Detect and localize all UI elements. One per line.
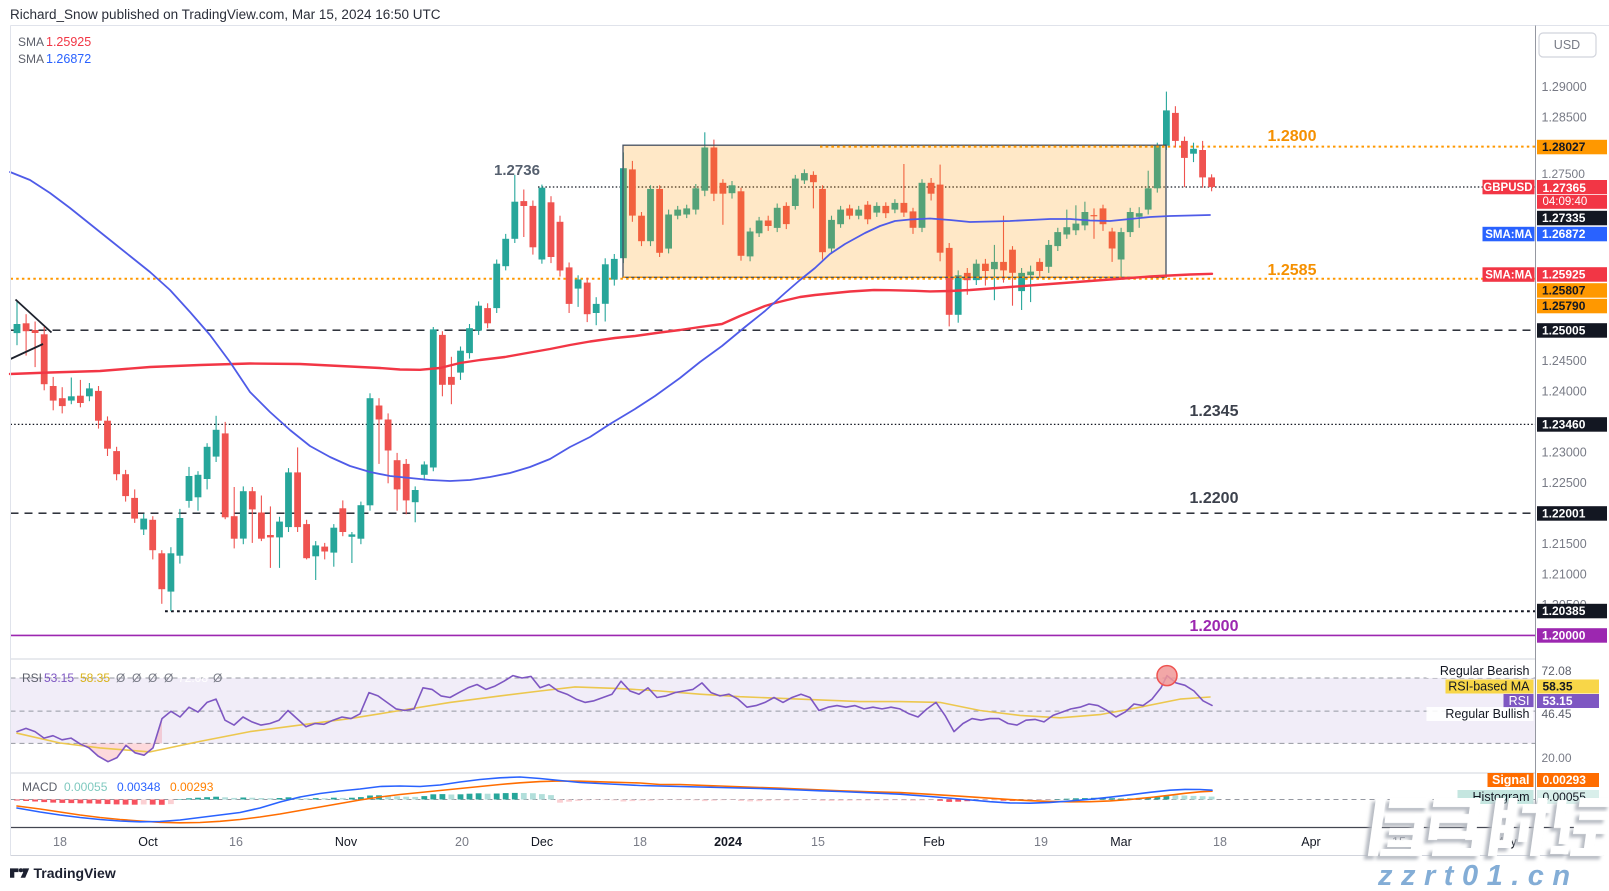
svg-text:58.35: 58.35 <box>1543 680 1573 694</box>
svg-text:Dec: Dec <box>531 835 553 849</box>
svg-text:Signal: Signal <box>1492 773 1530 787</box>
svg-text:Nov: Nov <box>335 835 358 849</box>
svg-text:MACD: MACD <box>22 780 58 794</box>
svg-text:Richard_Snow published on Trad: Richard_Snow published on TradingView.co… <box>10 7 441 22</box>
svg-text:Ø: Ø <box>213 671 222 685</box>
svg-text:15: 15 <box>811 835 825 849</box>
svg-text:USD: USD <box>1554 38 1580 52</box>
svg-text:TradingView: TradingView <box>34 865 116 881</box>
svg-text:2024: 2024 <box>714 835 742 849</box>
svg-text:1.28027: 1.28027 <box>1542 140 1586 154</box>
svg-text:18: 18 <box>1213 835 1227 849</box>
svg-text:0.00055: 0.00055 <box>64 780 108 794</box>
svg-text:1.21500: 1.21500 <box>1542 537 1587 551</box>
svg-text:46.45: 46.45 <box>1542 707 1572 721</box>
svg-text:Ø: Ø <box>116 671 125 685</box>
svg-text:Mar: Mar <box>1110 835 1132 849</box>
svg-text:1.27365: 1.27365 <box>1543 181 1587 195</box>
svg-text:1.21000: 1.21000 <box>1542 568 1587 582</box>
svg-text:Ø: Ø <box>132 671 141 685</box>
svg-text:1.2200: 1.2200 <box>1190 490 1239 507</box>
svg-text:1.24000: 1.24000 <box>1542 385 1587 399</box>
svg-text:Feb: Feb <box>923 835 945 849</box>
svg-text:1.23460: 1.23460 <box>1542 418 1586 432</box>
svg-text:1.2800: 1.2800 <box>1268 128 1317 145</box>
svg-text:0.00293: 0.00293 <box>1543 773 1587 787</box>
svg-text:1.22001: 1.22001 <box>1542 507 1586 521</box>
svg-text:53.15: 53.15 <box>44 671 74 685</box>
svg-text:SMA:MA: SMA:MA <box>1485 270 1532 282</box>
svg-text:1.25925: 1.25925 <box>46 35 91 49</box>
svg-text:zzrt01.cn: zzrt01.cn <box>1377 860 1579 891</box>
svg-text:19: 19 <box>1034 835 1048 849</box>
svg-text:SMA: SMA <box>18 52 44 66</box>
svg-text:1.27500: 1.27500 <box>1542 167 1586 181</box>
svg-text:1.2345: 1.2345 <box>1190 403 1239 420</box>
svg-text:04:09:40: 04:09:40 <box>1543 196 1588 208</box>
svg-text:0.00348: 0.00348 <box>117 780 161 794</box>
svg-text:Ø: Ø <box>164 671 173 685</box>
svg-text:Apr: Apr <box>1301 835 1320 849</box>
svg-text:16: 16 <box>229 835 243 849</box>
svg-text:20.00: 20.00 <box>1542 751 1572 765</box>
svg-text:1.2000: 1.2000 <box>1190 618 1239 635</box>
svg-text:1.22500: 1.22500 <box>1542 476 1587 490</box>
svg-text:RSI-based MA: RSI-based MA <box>1448 680 1530 694</box>
svg-text:1.24500: 1.24500 <box>1542 354 1587 368</box>
svg-text:GBPUSD: GBPUSD <box>1483 182 1532 194</box>
svg-text:RSI: RSI <box>22 671 42 685</box>
svg-text:0.00055: 0.00055 <box>1543 790 1587 804</box>
svg-text:1.29000: 1.29000 <box>1542 80 1587 94</box>
svg-text:18: 18 <box>53 835 67 849</box>
svg-text:53.15: 53.15 <box>1543 694 1573 708</box>
svg-text:SMA:MA: SMA:MA <box>1485 229 1532 241</box>
svg-text:1.28500: 1.28500 <box>1542 111 1587 125</box>
svg-text:72.08: 72.08 <box>178 671 208 685</box>
svg-text:Oct: Oct <box>138 835 158 849</box>
svg-text:0.00293: 0.00293 <box>170 780 214 794</box>
svg-text:1.2585: 1.2585 <box>1268 262 1317 279</box>
svg-text:Ø: Ø <box>148 671 157 685</box>
svg-text:1.25925: 1.25925 <box>1542 268 1586 282</box>
svg-text:1.26872: 1.26872 <box>1542 227 1586 241</box>
svg-text:1.27335: 1.27335 <box>1542 211 1586 225</box>
svg-text:1.26872: 1.26872 <box>46 52 91 66</box>
svg-text:SMA: SMA <box>18 35 44 49</box>
svg-text:1.25807: 1.25807 <box>1542 284 1586 298</box>
svg-text:18: 18 <box>633 835 647 849</box>
svg-text:20: 20 <box>455 835 469 849</box>
svg-text:1.25005: 1.25005 <box>1542 324 1586 338</box>
svg-text:1.25790: 1.25790 <box>1542 299 1586 313</box>
svg-text:1.23000: 1.23000 <box>1542 446 1587 460</box>
svg-text:RSI: RSI <box>1509 694 1530 708</box>
svg-text:58.35: 58.35 <box>80 671 110 685</box>
svg-text:1.20385: 1.20385 <box>1542 604 1586 618</box>
svg-text:1.2736: 1.2736 <box>494 162 540 179</box>
svg-text:Regular Bullish: Regular Bullish <box>1445 707 1529 721</box>
svg-text:Regular Bearish: Regular Bearish <box>1440 664 1530 678</box>
svg-text:1.20000: 1.20000 <box>1542 629 1586 643</box>
svg-text:72.08: 72.08 <box>1542 664 1572 678</box>
